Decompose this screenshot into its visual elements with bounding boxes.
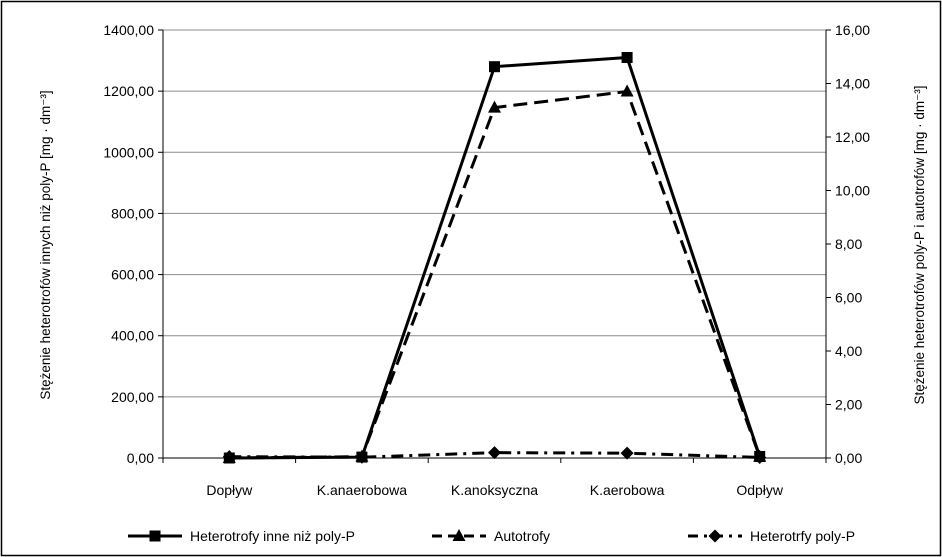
series-lines — [222, 52, 767, 464]
right-tick-label: 4,00 — [835, 343, 862, 359]
marker-triangle — [488, 100, 501, 113]
marker-triangle — [620, 84, 634, 97]
left-tick-label: 1200,00 — [103, 83, 154, 99]
legend-item: Autotrofy — [432, 528, 550, 544]
marker-triangle — [452, 529, 466, 541]
left-tick-label: 0,00 — [127, 450, 154, 466]
right-tick-label: 10,00 — [835, 183, 870, 199]
marker-square — [149, 530, 161, 542]
x-tick-label: Dopływ — [206, 482, 253, 498]
series-square — [223, 52, 766, 464]
marker-square — [621, 52, 633, 64]
marker-square — [754, 450, 766, 462]
gridlines — [163, 29, 826, 398]
left-axis-title: Stężenie heterotrofów innych niż poly-P … — [38, 90, 53, 399]
legend-label: Autotrofy — [494, 528, 550, 544]
legend-item: Heterotrfy poly-P — [688, 528, 855, 544]
left-tick-label: 400,00 — [111, 328, 154, 344]
right-tick-label: 6,00 — [835, 290, 862, 306]
marker-diamond — [708, 529, 722, 543]
x-tick-label: K.anaerobowa — [317, 482, 408, 498]
right-axis-ticks: 0,00 2,00 4,00 6,00 8,00 10,00 12,00 14,00 16,00 — [826, 22, 870, 466]
right-tick-label: 8,00 — [835, 236, 862, 252]
right-tick-label: 14,00 — [835, 76, 870, 92]
right-axis-title: Stężenie heterotrofów poly-P i autotrofó… — [912, 85, 927, 404]
left-tick-label: 800,00 — [111, 205, 154, 221]
marker-diamond — [620, 446, 634, 460]
left-tick-label: 1400,00 — [103, 22, 154, 38]
marker-square — [489, 61, 500, 73]
left-tick-label: 200,00 — [111, 389, 154, 405]
right-tick-label: 16,00 — [835, 22, 870, 38]
legend: Heterotrofy inne niż poly-P Autotrofy Hete… — [128, 528, 855, 544]
x-tick-label: K.anoksyczna — [451, 482, 538, 498]
x-tick-label: K.aerobowa — [590, 482, 665, 498]
left-tick-label: 600,00 — [111, 267, 154, 283]
left-axis-ticks: 0,00 200,00 400,00 600,00 800,00 1000,00 1200,… — [103, 22, 163, 466]
marker-diamond — [488, 446, 501, 460]
left-tick-label: 1000,00 — [103, 144, 154, 160]
marker-square — [356, 451, 368, 463]
category-axis-ticks: Dopływ K.anaerobowa K.anoksyczna K.aerobowa… — [162, 458, 827, 498]
right-tick-label: 0,00 — [835, 450, 862, 466]
right-tick-label: 2,00 — [835, 397, 862, 413]
marker-square — [223, 452, 235, 464]
x-tick-label: Odpływ — [736, 482, 784, 498]
legend-label: Heterotrofy inne niż poly-P — [190, 528, 355, 544]
legend-item: Heterotrofy inne niż poly-P — [128, 528, 355, 544]
right-tick-label: 12,00 — [835, 129, 870, 145]
legend-label: Heterotrfy poly-P — [750, 528, 855, 544]
